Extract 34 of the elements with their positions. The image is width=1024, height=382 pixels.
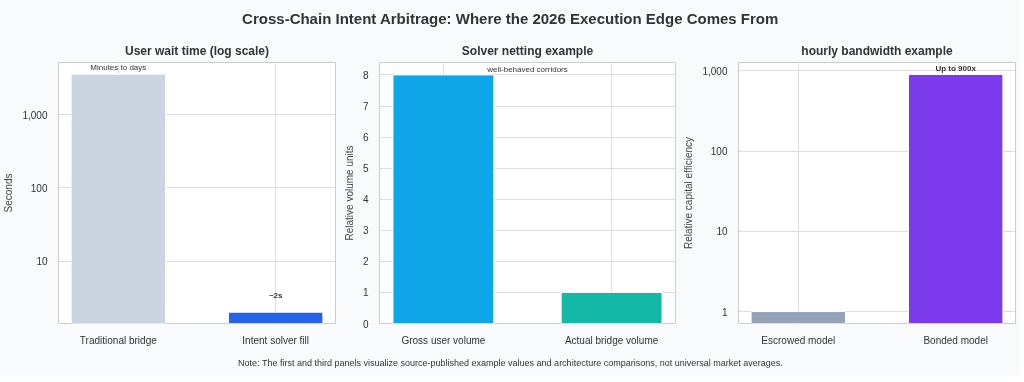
y-tick-label: 2 <box>362 256 369 268</box>
y-tick-label: 0 <box>362 318 369 330</box>
text: Note: The first and third panels visualize source-published example values and architecture comparisons, not universal market averages. <box>238 357 783 368</box>
annotation: ~2s <box>268 291 284 301</box>
chart-title: User wait time (log scale) <box>124 43 270 58</box>
chart-title: hourly bandwidth example <box>801 43 953 58</box>
y-tick-label: 10 <box>716 226 728 238</box>
x-tick-label: Escrowed model <box>761 334 836 346</box>
y-tick-label: 4 <box>362 194 369 206</box>
x-tick-label: Intent solver fill <box>242 334 310 346</box>
y-tick-label: 8 <box>362 69 369 81</box>
x-tick-label: Bonded model <box>923 334 988 346</box>
y-axis-title: Relative volume units <box>343 145 355 241</box>
y-tick-label: 1,000 <box>702 65 728 77</box>
annotation: Up to 900x <box>935 63 977 73</box>
y-axis-title: Relative capital efficiency <box>683 136 695 250</box>
y-tick-label: 6 <box>362 132 369 144</box>
x-tick-label: Traditional bridge <box>79 334 158 346</box>
annotation: Minutes to days <box>90 63 147 73</box>
y-tick-label: 1,000 <box>22 109 48 121</box>
y-tick-label: 1 <box>362 287 369 299</box>
y-tick-label: 7 <box>362 101 369 112</box>
y-axis-title: Seconds <box>3 173 15 213</box>
y-tick-label: 3 <box>362 225 369 237</box>
y-tick-label: 100 <box>30 182 48 194</box>
y-tick-label: 5 <box>362 163 369 175</box>
y-tick-label: 1 <box>721 306 728 318</box>
x-tick-label: Gross user volume <box>401 334 486 346</box>
x-tick-label: Actual bridge volume <box>564 334 659 346</box>
y-tick-label: 10 <box>36 256 48 268</box>
y-tick-label: 100 <box>710 146 728 158</box>
chart-title: Solver netting example <box>461 43 594 58</box>
annotation: well-behaved corridors <box>486 64 568 74</box>
text: Cross-Chain Intent Arbitrage: Where the 2026 Execution Edge Comes From <box>242 10 779 27</box>
